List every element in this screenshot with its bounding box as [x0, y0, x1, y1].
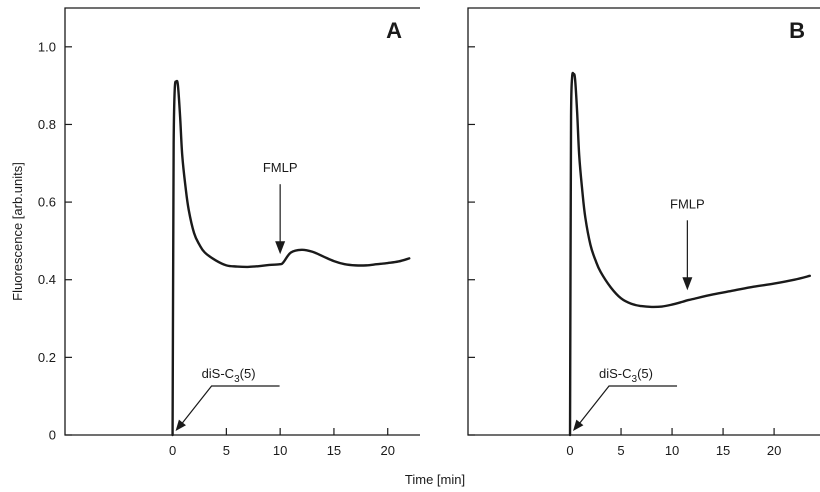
fmlp-label: FMLP — [670, 196, 705, 211]
panel-letter: A — [386, 18, 402, 43]
x-tick-label: 0 — [169, 443, 176, 458]
x-tick-label: 20 — [380, 443, 394, 458]
dye-arrowhead — [573, 419, 584, 431]
y-axis-title: Fluorescence [arb.units] — [10, 162, 25, 301]
series-line — [568, 71, 811, 437]
x-tick-label: 5 — [223, 443, 230, 458]
y-tick-label: 0.2 — [38, 350, 56, 365]
dye-label-tail: (5) — [637, 366, 653, 381]
fmlp-label: FMLP — [263, 160, 298, 175]
panel-letter: B — [789, 18, 805, 43]
dye-label-tail: (5) — [240, 366, 256, 381]
y-tick-label: 0.4 — [38, 272, 56, 287]
panel-a: 0 0.2 0.4 0.6 0.8 1.0 0 5 10 15 20 A FMLP diS-C3(5) Fl… — [10, 7, 420, 458]
x-tick-label: 10 — [273, 443, 287, 458]
dye-label: diS-C3(5) — [599, 366, 653, 385]
y-tick-label: 1.0 — [38, 39, 56, 54]
axis-frame — [467, 7, 820, 436]
fmlp-arrowhead — [275, 241, 286, 255]
x-tick-label: 15 — [716, 443, 730, 458]
dye-label: diS-C3(5) — [202, 366, 256, 385]
dye-label-subscript: 3 — [234, 374, 240, 385]
y-tick-label: 0 — [49, 428, 56, 443]
dye-arrowhead — [175, 419, 186, 431]
axis-frame — [64, 7, 420, 436]
x-tick-label: 15 — [327, 443, 341, 458]
dye-label-main: diS-C — [599, 366, 632, 381]
x-tick-label: 20 — [767, 443, 781, 458]
fmlp-arrowhead — [682, 277, 693, 291]
x-tick-label: 5 — [617, 443, 624, 458]
dye-arrow-leader — [181, 385, 280, 425]
y-tick-label: 0.6 — [38, 195, 56, 210]
panel-b: 0 5 10 15 20 B FMLP diS-C3(5) — [467, 7, 820, 458]
x-tick-label: 10 — [665, 443, 679, 458]
y-tick-label: 0.8 — [38, 117, 56, 132]
dye-label-subscript: 3 — [632, 374, 638, 385]
series-line — [171, 79, 411, 437]
x-axis-title: Time [min] — [405, 472, 465, 487]
x-tick-label: 0 — [566, 443, 573, 458]
dye-label-main: diS-C — [202, 366, 235, 381]
dye-arrow-leader — [578, 385, 678, 425]
